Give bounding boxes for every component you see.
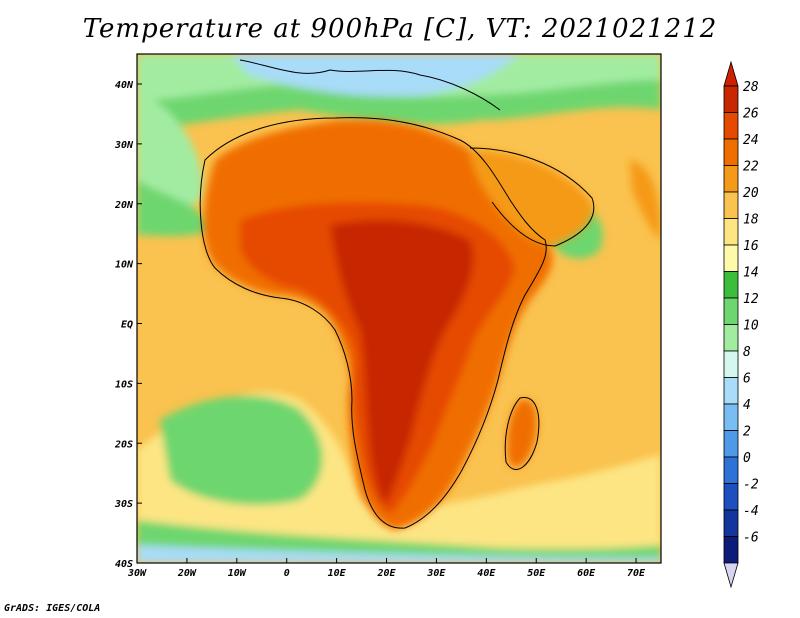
eastern-atlantic-green [137,180,210,237]
lon-label: 40E [477,568,496,579]
coastlines [199,59,595,529]
lon-label: 10E [328,568,347,579]
longitude-axis: 30W 20W 10W 0 10E 20E 30E 40E 50E 60E 70E [127,558,646,579]
lat-label: 40N [115,80,134,91]
colorbar-swatch [723,191,739,219]
colorbar-bottom-arrow [723,562,739,589]
arabia-land-heat [470,150,593,245]
colorbar-swatch [723,85,739,113]
colorbar-swatch [723,244,739,272]
colorbar-label: 22 [743,160,759,175]
colorbar-swatch [723,112,739,140]
colorbar-label: 12 [743,292,759,307]
colorbar-swatch [723,456,739,484]
colorbar-swatch [723,350,739,378]
colorbar-label: 8 [743,345,751,360]
colorbar-swatch [723,509,739,537]
colorbar-swatch [723,483,739,511]
colorbar-label: 16 [743,239,759,254]
africa-coastline [199,117,547,529]
colorbar-swatch [723,297,739,325]
colorbar-swatch [723,430,739,458]
lon-label: 50E [527,568,546,579]
lat-label: 30N [114,140,134,151]
lon-label: 70E [627,568,646,579]
north-polar-patch [230,54,520,97]
map-title: Temperature at 900hPa [C], VT: 202102121… [82,14,718,44]
lon-label: 60E [577,568,596,579]
colorbar-label: 28 [743,80,759,95]
colorbar-label: -6 [743,531,759,546]
colorbar-swatch [723,536,739,564]
latitude-axis: 40N 30N 20N 10N EQ 10S 20S 30S 40S [114,80,142,570]
colorbar-label: 6 [743,372,751,387]
colorbar-swatch [723,138,739,166]
colorbar-swatch [723,271,739,299]
colorbar-label: 14 [743,266,759,281]
arabia-coastline [469,147,595,247]
map-frame [136,53,662,564]
colorbar-swatch [723,377,739,405]
colorbar-swatch [723,403,739,431]
lat-label: EQ [121,320,133,331]
madagascar-coastline [504,397,540,470]
india-heat [630,160,661,240]
lat-label: 40S [115,559,133,570]
south-polar-band [137,545,661,563]
colorbar-label: 20 [743,186,759,201]
map-plot-area [137,54,661,563]
lon-label: 20W [177,568,197,579]
africa-hottest-core [330,220,474,505]
colorbar-swatch [723,218,739,246]
colorbar-top-arrow [723,60,739,87]
lon-label: 0 [284,568,290,579]
colorbar-swatch [723,165,739,193]
colorbar-label: -2 [743,478,759,493]
colorbar-label: 2 [743,425,751,440]
lat-label: 20N [114,200,134,211]
lon-label: 30E [426,568,446,579]
colorbar-label: 10 [743,319,759,334]
north-atlantic-cool [137,90,202,215]
colorbar-label: 26 [743,107,759,122]
lon-label: 20E [376,568,396,579]
lat-label: 20S [114,439,133,450]
colorbar-label: 24 [743,133,759,148]
colorbar-swatch [723,324,739,352]
europe-coastline [239,59,501,111]
lon-label: 30W [127,568,147,579]
colorbar-label: 0 [743,451,751,466]
lat-label: 30S [114,499,133,510]
lat-label: 10N [115,260,134,271]
lon-label: 10W [228,568,247,579]
colorbar-label: 4 [743,398,751,413]
colorbar-label: -4 [743,504,759,519]
atlantic-green-patch [160,396,323,505]
grads-credit: GrADS: IGES/COLA [4,603,101,614]
colorbar-label: 18 [743,213,759,228]
lat-label: 10S [115,379,133,390]
madagascar-heat [507,399,537,468]
